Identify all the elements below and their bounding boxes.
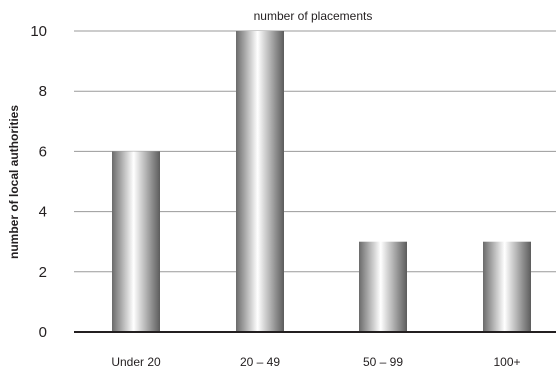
y-tick-label: 4 — [39, 204, 47, 221]
bar — [483, 241, 531, 332]
x-tick-label: 20 – 49 — [240, 355, 280, 369]
x-tick-label: 100+ — [493, 355, 520, 369]
x-tick-label: Under 20 — [111, 355, 161, 369]
y-tick-label: 10 — [30, 23, 47, 40]
chart-title: number of placements — [254, 9, 373, 23]
bar — [236, 31, 284, 332]
labels: number of placements number of local aut… — [7, 9, 521, 369]
bar — [112, 151, 160, 332]
y-tick-label: 0 — [39, 324, 47, 341]
bar — [359, 241, 407, 332]
y-tick-label: 2 — [39, 264, 47, 281]
y-axis-label: number of local authorities — [7, 105, 21, 259]
y-tick-label: 8 — [39, 83, 47, 100]
bars — [112, 31, 531, 332]
y-tick-label: 6 — [39, 143, 47, 160]
x-tick-label: 50 – 99 — [363, 355, 403, 369]
